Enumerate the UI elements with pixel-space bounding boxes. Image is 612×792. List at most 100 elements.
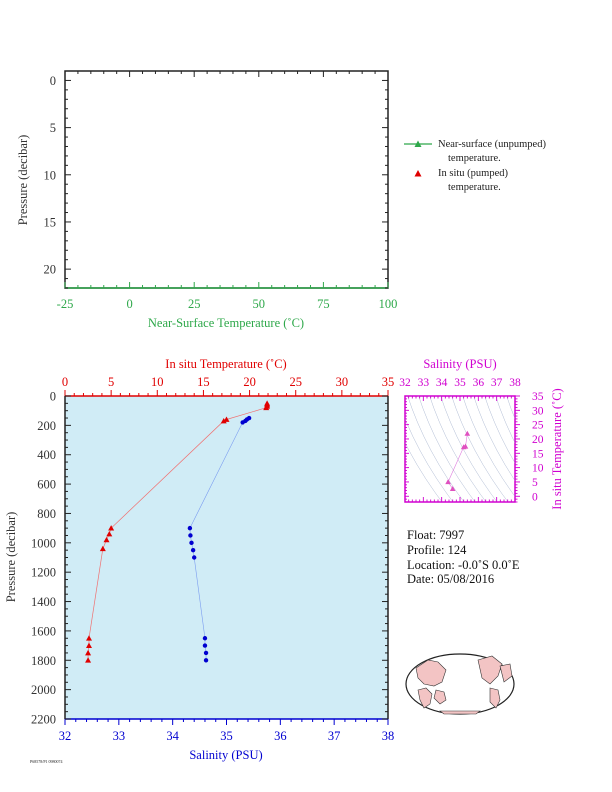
top-y-tick-label: 15: [44, 215, 57, 229]
temperature-point: [85, 657, 92, 663]
ts-contour-group: [405, 394, 577, 506]
legend-near-surface-marker: [414, 140, 422, 147]
main-y-tick-label: 1200: [31, 566, 56, 580]
ts-contour-line: [484, 396, 515, 464]
location: Location: -0.0˚S 0.0˚E: [407, 558, 520, 572]
top-x-tick-label: 100: [379, 297, 398, 311]
ts-x-tick-label: 38: [509, 377, 521, 389]
top-y-tick-label: 20: [44, 263, 57, 277]
ts-contour-line: [418, 396, 476, 502]
main-y-tick-label: 1400: [31, 595, 56, 609]
top-y-axis-label: Pressure (decibar): [16, 135, 30, 226]
ts-contour-line: [506, 396, 515, 420]
top-x-tick-label: 0: [126, 297, 132, 311]
main-panel-ticks: 0 5 10 15 20 25 30 35 32 33 34 35 36 37 38 0 200 400 600 80…: [31, 375, 394, 743]
float-id: Float: 7997: [407, 528, 464, 542]
top-y-tick-label: 10: [44, 168, 57, 182]
ts-x-tick-label: 33: [418, 377, 430, 389]
salinity-point: [240, 420, 245, 425]
top-y-tick-label: 5: [50, 121, 56, 135]
ts-plot-frame: [404, 395, 516, 503]
main-top-tick-label: 20: [243, 375, 256, 389]
ts-x-tick-label: 36: [473, 377, 485, 389]
main-panel: 0 5 10 15 20 25 30 35 32 33 34 35 36 37 38 0 200 400 600 80…: [4, 357, 394, 762]
ts-y-tick-label: 25: [532, 420, 544, 432]
main-top-tick-label: 30: [336, 375, 349, 389]
temperature-point: [106, 531, 113, 537]
ts-y-tick-label: 0: [532, 491, 538, 503]
legend-near-surface-line1: Near-surface (unpumped): [438, 139, 546, 150]
ts-contour-line: [462, 396, 515, 497]
ts-panel-ticks: 32 33 34 35 36 37 38 0 5 10 15 20 25 30 35: [399, 377, 544, 503]
legend-in-situ-line1: In situ (pumped): [438, 168, 508, 179]
main-y-tick-label: 1600: [31, 624, 56, 638]
main-top-tick-label: 15: [197, 375, 210, 389]
main-bottom-axis-label: Salinity (PSU): [189, 748, 262, 762]
ts-y-tick-label: 20: [532, 434, 544, 446]
top-x-tick-label: -25: [57, 297, 74, 311]
ts-y-tick-label: 30: [532, 405, 544, 417]
legend-near-surface-line2: temperature.: [448, 153, 501, 164]
ts-series: [445, 430, 471, 492]
ts-y-tick-label: 10: [532, 463, 544, 475]
main-plot-background: [65, 396, 388, 719]
ts-contour-line: [440, 396, 498, 502]
ts-point: [445, 479, 451, 485]
ts-contour-line: [473, 396, 515, 481]
main-y-tick-label: 600: [37, 478, 56, 492]
float-info: Float: 7997 Profile: 124 Location: -0.0˚…: [407, 528, 520, 586]
temperature-point: [85, 649, 92, 656]
salinity-point: [188, 533, 193, 538]
temperature-point: [263, 404, 270, 411]
ts-y-axis-label: In situ Temperature (˚C): [550, 388, 564, 509]
main-y-tick-label: 2000: [31, 683, 56, 697]
main-y-tick-label: 0: [50, 390, 56, 404]
temperature-point: [220, 417, 227, 424]
profile-number: Profile: 124: [407, 543, 467, 557]
map-landmass-africa: [417, 687, 433, 709]
legend-in-situ-line2: temperature.: [448, 182, 501, 193]
ts-contour-line: [407, 396, 465, 502]
main-top-tick-label: 10: [151, 375, 164, 389]
top-plot-frame: [64, 70, 389, 289]
map-landmass-south-america: [489, 687, 501, 709]
main-bottom-tick-label: 35: [220, 729, 233, 743]
ts-x-tick-label: 35: [454, 377, 466, 389]
ts-panel: 32 33 34 35 36 37 38 0 5 10 15 20 25 30 35 Salinity (P…: [399, 357, 577, 510]
map-landmass-asia-west: [415, 659, 447, 687]
main-bottom-tick-label: 33: [113, 729, 126, 743]
ts-contour-line: [451, 396, 509, 502]
top-panel: -25 0 25 50 75 100 0 5 10 15 20 Near-Surface Tempe…: [16, 70, 398, 330]
legend-in-situ-marker: [414, 170, 422, 177]
main-bottom-tick-label: 34: [166, 729, 179, 743]
ts-contour-line: [405, 442, 443, 502]
top-x-tick-label: 50: [253, 297, 266, 311]
temperature-point: [108, 525, 115, 531]
ts-contour-line: [429, 396, 487, 502]
ts-contour-line: [405, 418, 454, 502]
map-landmass-australia: [433, 689, 447, 705]
ts-x-tick-label: 32: [399, 377, 411, 389]
main-top-axis-label: In situ Temperature (˚C): [165, 357, 286, 371]
ts-contour-line: [517, 394, 577, 506]
ts-point: [464, 430, 471, 436]
top-panel-ticks: -25 0 25 50 75 100 0 5 10 15 20: [44, 70, 398, 311]
top-x-tick-label: 75: [317, 297, 330, 311]
main-y-tick-label: 2200: [31, 713, 56, 727]
main-bottom-tick-label: 36: [274, 729, 287, 743]
ts-contour-line: [495, 396, 515, 444]
ts-point: [460, 444, 467, 450]
legend: Near-surface (unpumped) temperature. In …: [404, 139, 546, 193]
temperature-point: [85, 635, 92, 641]
salinity-point: [203, 650, 209, 656]
temperature-point: [99, 545, 106, 552]
footer-code: P68578/P1 0980074: [30, 759, 63, 764]
main-y-axis-label: Pressure (decibar): [4, 512, 18, 603]
main-top-tick-label: 0: [62, 375, 68, 389]
salinity-point: [203, 658, 209, 663]
ts-y-tick-label: 15: [532, 448, 544, 460]
main-y-tick-label: 1800: [31, 654, 56, 668]
ts-x-tick-label: 34: [436, 377, 448, 389]
ts-x-tick-label: 37: [491, 377, 503, 389]
